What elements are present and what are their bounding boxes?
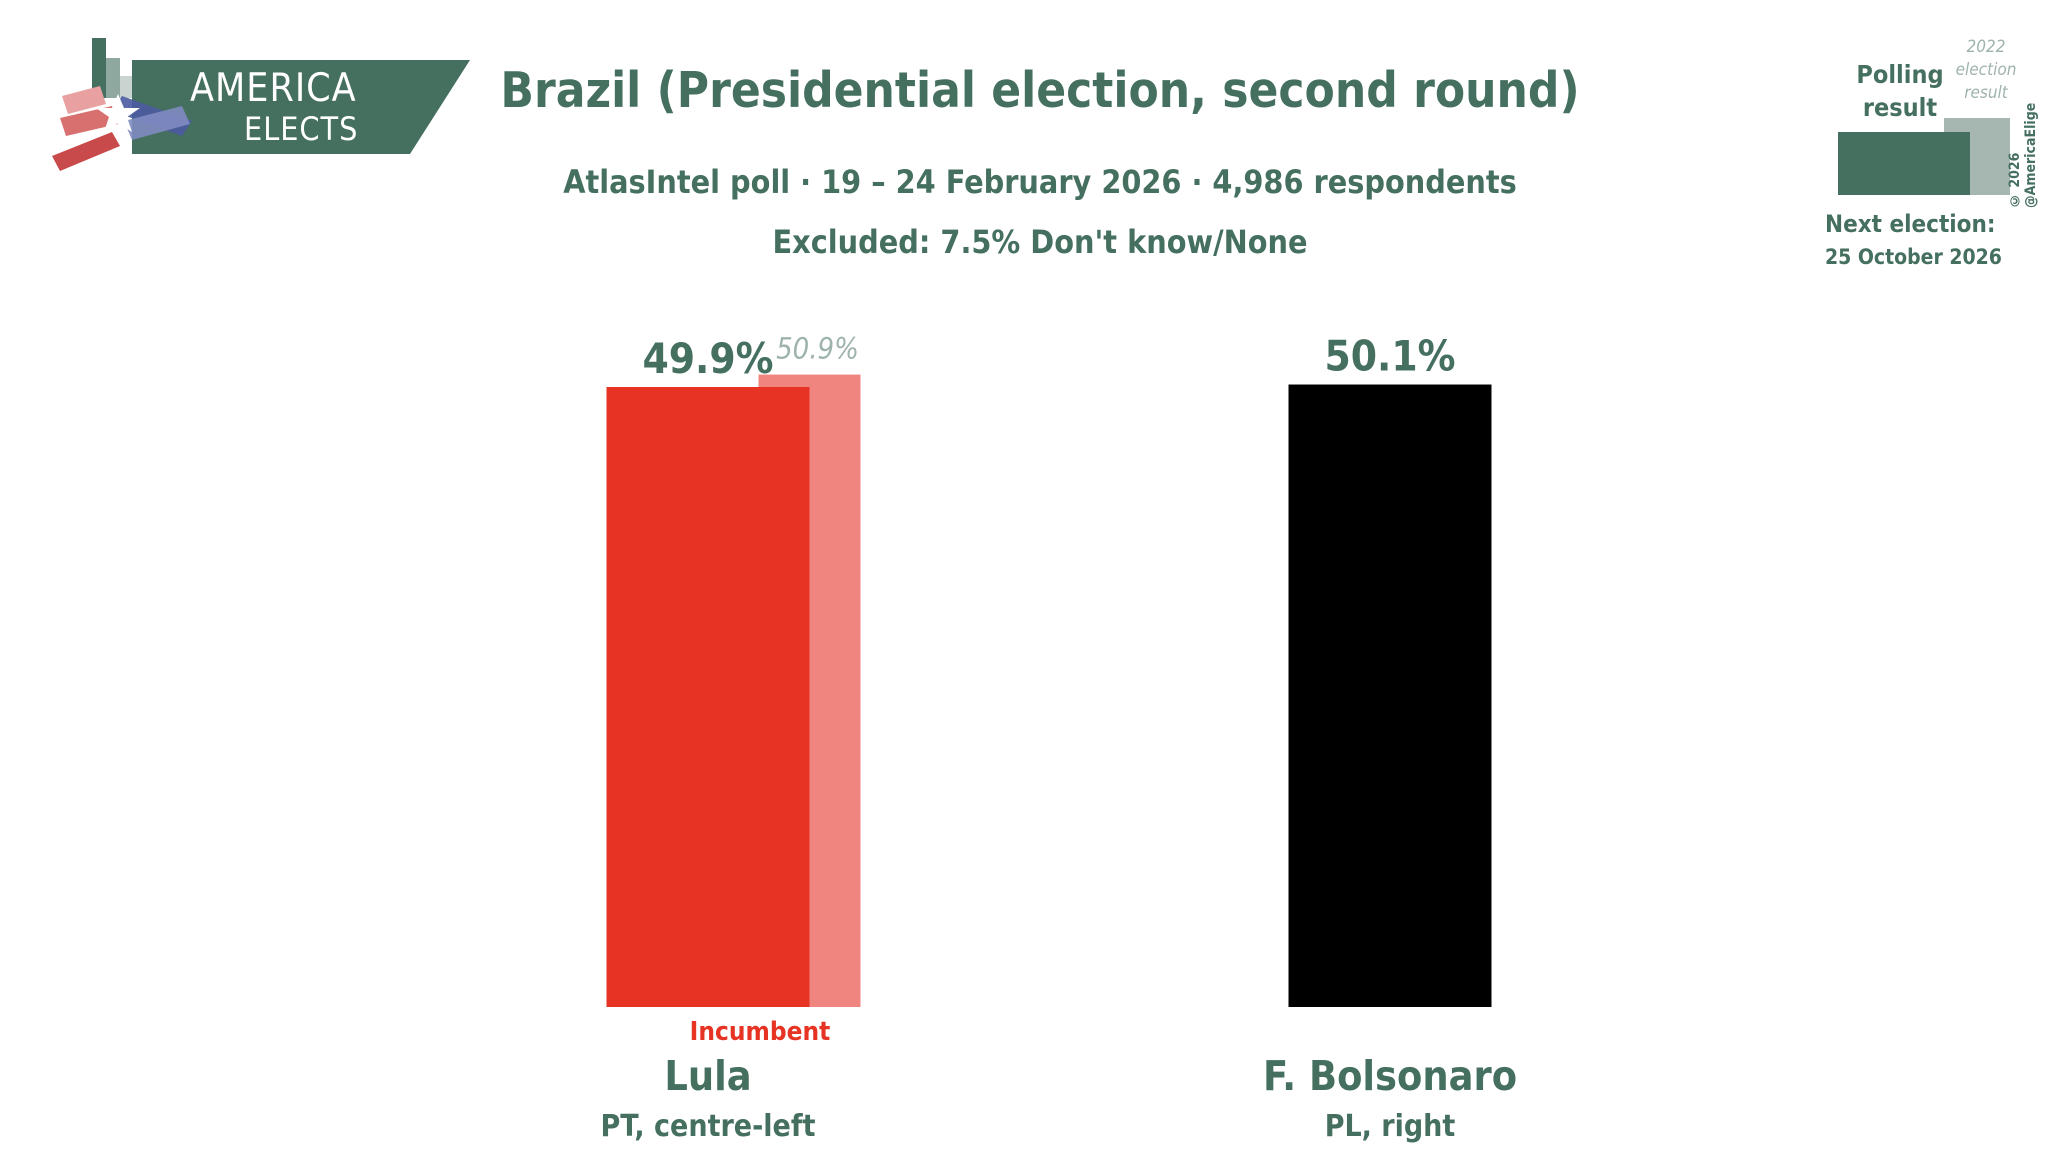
logo-text-america: AMERICA xyxy=(190,66,357,111)
chart-title: Brazil (Presidential election, second ro… xyxy=(500,62,1580,119)
category-label-0: Lula xyxy=(664,1052,751,1100)
next-election-date: 25 October 2026 xyxy=(1825,245,2002,269)
legend-previous-label: 2022 election result xyxy=(1940,36,2032,105)
polling-value-label-0: 49.9% xyxy=(642,334,773,383)
legend-polling-line-1: Polling xyxy=(1856,60,1944,89)
previous-result-label-0: 50.9% xyxy=(776,332,859,366)
logo-text-elects: ELECTS xyxy=(244,110,359,148)
legend-previous-line-3: result xyxy=(1964,83,2008,103)
america-elects-logo xyxy=(52,36,482,176)
legend-polling-label: Polling result xyxy=(1840,58,1960,124)
excluded-note: Excluded: 7.5% Don't know/None xyxy=(772,223,1308,261)
polling-value-label-1: 50.1% xyxy=(1324,332,1455,381)
incumbent-annotation-0: Incumbent xyxy=(690,1017,831,1047)
logo-graphic xyxy=(52,38,470,171)
legend-previous-line-1: 2022 xyxy=(1966,37,2006,57)
party-label-1: PL, right xyxy=(1325,1109,1456,1144)
legend-previous-line-2: election xyxy=(1955,60,2017,80)
legend-polling-swatch xyxy=(1838,132,1970,195)
category-label-1: F. Bolsonaro xyxy=(1263,1052,1517,1100)
legend-polling-line-2: result xyxy=(1862,93,1938,122)
next-election-label: Next election: xyxy=(1825,210,1996,238)
chart-subtitle: AtlasIntel poll · 19 – 24 February 2026 … xyxy=(563,163,1517,201)
party-label-0: PT, centre-left xyxy=(600,1109,815,1144)
polling-bar-1 xyxy=(1288,384,1492,1008)
polling-bar-0 xyxy=(606,387,810,1007)
